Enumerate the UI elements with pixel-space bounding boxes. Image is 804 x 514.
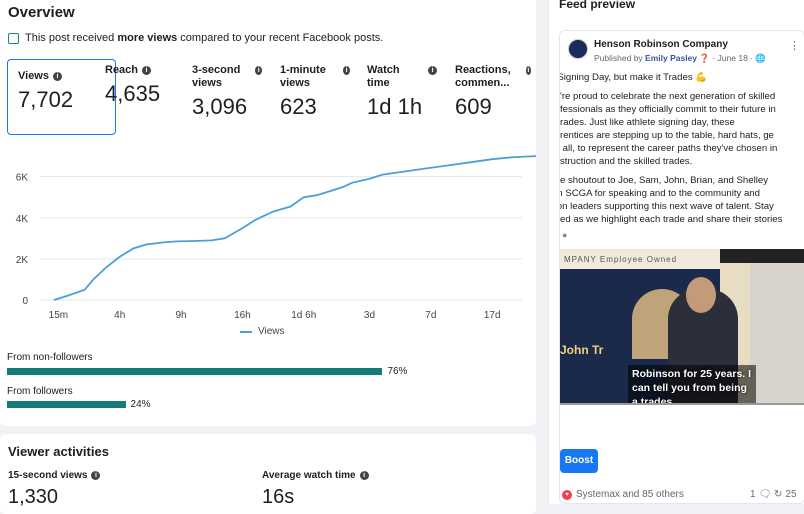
views-line-chart: 0 2K 4K 6K 15m 4h 9h 16h 1d 6h 3d 7d 17d (16, 155, 536, 321)
info-icon[interactable]: i (142, 66, 152, 75)
info-icon[interactable]: i (525, 66, 531, 75)
metric-value: 609 (455, 94, 492, 119)
help-icon: ❓ · (699, 53, 718, 63)
post-line: ned as we highlight each trade and share… (560, 214, 783, 225)
x-tick-label: 7d (425, 310, 436, 321)
metric-value: 4,635 (105, 81, 161, 106)
feed-preview-panel: Feed preview Henson Robinson Company Pub… (548, 0, 804, 504)
insights-panel: Overview This post received more views c… (0, 0, 538, 514)
x-tick-label: 3d (364, 310, 375, 321)
metric-value: 3,096 (192, 94, 248, 119)
x-tick-label: 1d 6h (291, 310, 316, 321)
x-tick-label: 17d (484, 310, 501, 321)
x-tick-label: 4h (114, 310, 125, 321)
viewer-activities-title: Viewer activities (8, 444, 109, 459)
viewer-activities-card: Viewer activities 15-second views i 1,330… (0, 434, 536, 514)
followers-label: From followers (7, 386, 73, 397)
post-line: ion leaders supporting this next wave of… (560, 201, 774, 212)
overview-title: Overview (8, 4, 75, 21)
boost-button[interactable]: Boost (560, 449, 598, 473)
feed-preview-title: Feed preview (559, 0, 636, 11)
x-tick-label: 9h (176, 310, 187, 321)
published-by: Published by Emily Pasley ❓ · June 18 · … (594, 53, 766, 63)
publisher-name[interactable]: Emily Pasley (645, 53, 698, 63)
globe-icon: · 🌐 (750, 53, 766, 63)
info-icon[interactable]: i (428, 66, 437, 75)
video-player[interactable]: MPANY Employee Owned John Tr Robinson fo… (560, 249, 804, 439)
share-icon: ↻ (774, 489, 783, 500)
video-progress-bar[interactable] (560, 403, 804, 405)
post-preview-card: Henson Robinson Company Published by Emi… (559, 30, 804, 504)
overview-card: Overview This post received more views c… (0, 0, 536, 426)
more-options-icon[interactable]: ⋮ (789, 40, 800, 52)
page-avatar[interactable] (568, 39, 588, 59)
post-line: ge shoutout to Joe, Sam, John, Brian, an… (560, 175, 769, 186)
video-side-text: John Tr (560, 343, 604, 357)
heart-icon: ♥ (562, 489, 572, 500)
post-line: ofessionals as they officially commit to… (559, 104, 776, 115)
metric-3-second-views[interactable]: 3-second views i 3,096 (192, 64, 262, 136)
post-line: m SCGA for speaking and to the community… (560, 188, 760, 199)
fifteen-second-views-value: 1,330 (8, 486, 59, 508)
legend-swatch (240, 330, 252, 333)
video-bottom-area (560, 403, 804, 439)
video-banner-text: MPANY Employee Owned (560, 249, 720, 269)
info-icon[interactable]: i (53, 72, 62, 81)
non-followers-label: From non-followers (7, 352, 93, 363)
y-tick-label: 0 (22, 296, 28, 307)
average-watch-time-value: 16s (262, 486, 295, 508)
post-line: prentices are stepping up to the table, … (560, 130, 774, 141)
trend-up-icon (8, 32, 19, 44)
post-date: June 18 (717, 53, 748, 63)
legend-label: Views (258, 326, 285, 337)
metric-1-minute-views[interactable]: 1-minute views i 623 (280, 64, 350, 136)
metric-value: 1d 1h (367, 94, 423, 119)
metric-watch-time[interactable]: Watch time i 1d 1h (367, 64, 437, 136)
reactions-text: Systemax and 85 others (576, 489, 684, 500)
reactions-summary[interactable]: ♥ Systemax and 85 others (562, 489, 684, 500)
post-line: trades. Just like athlete signing day, t… (559, 117, 735, 128)
emoji-icon: ● (562, 230, 568, 240)
video-wall (750, 263, 804, 403)
chart-legend: Views (240, 326, 285, 337)
y-tick-label: 6K (16, 173, 29, 184)
average-watch-time-label: Average watch time i (262, 470, 369, 481)
metric-reactions[interactable]: Reactions, commen... i 609 (455, 64, 531, 119)
post-line: e're proud to celebrate the next generat… (560, 91, 776, 102)
non-followers-percent: 76% (387, 366, 408, 377)
fifteen-second-views-label: 15-second views i (8, 470, 101, 481)
notice-text: This post received more views compared t… (25, 32, 384, 44)
views-series-line (53, 155, 536, 301)
y-tick-label: 2K (16, 255, 29, 266)
comment-icon: 🗨 (758, 489, 772, 500)
shares-count[interactable]: ↻ 25 (774, 489, 797, 500)
x-tick-label: 15m (49, 310, 68, 321)
followers-percent: 24% (130, 399, 151, 410)
followers-bar (7, 401, 126, 408)
info-icon[interactable]: i (255, 66, 262, 75)
info-icon[interactable]: i (359, 471, 369, 480)
metric-value: 7,702 (18, 87, 74, 112)
post-text: Signing Day, but make it Trades 💪 e're p… (559, 71, 802, 226)
overview-notice: This post received more views compared t… (8, 32, 383, 44)
page-name[interactable]: Henson Robinson Company (594, 39, 728, 50)
video-speaker-head (686, 277, 716, 313)
x-tick-label: 16h (234, 310, 251, 321)
non-followers-bar (7, 368, 383, 375)
y-tick-label: 4K (16, 214, 29, 225)
metric-views[interactable]: Views i 7,702 (7, 59, 116, 135)
info-icon[interactable]: i (343, 66, 350, 75)
post-line: Signing Day, but make it Trades 💪 (559, 72, 708, 83)
post-line: d all, to represent the career paths the… (560, 143, 778, 154)
metric-reach[interactable]: Reach i 4,635 (105, 64, 185, 136)
metric-value: 623 (280, 94, 317, 119)
comments-count[interactable]: 1 🗨 (750, 489, 772, 500)
info-icon[interactable]: i (91, 471, 101, 480)
